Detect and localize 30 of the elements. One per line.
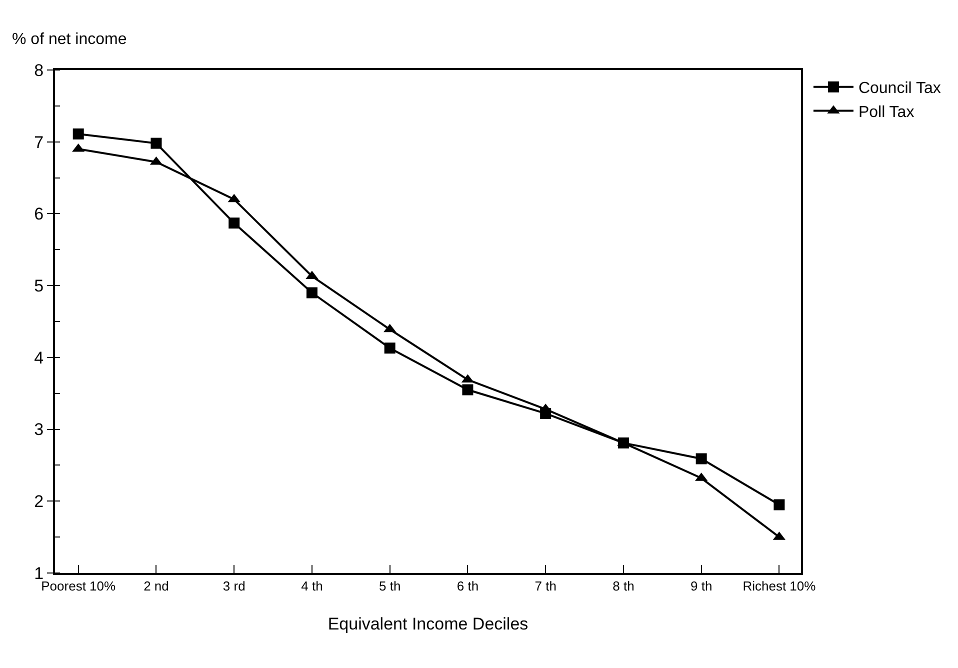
y-tick-label: 3 [34, 420, 44, 440]
y-tick-label: 8 [34, 60, 44, 80]
legend-label: Poll Tax [858, 104, 914, 121]
point [774, 499, 785, 510]
x-tick-label: 3 rd [222, 578, 246, 594]
point [462, 384, 474, 396]
point [150, 138, 162, 149]
x-tick-label: 6 th [456, 578, 479, 594]
x-tick-label: 8 th [612, 578, 634, 594]
legend-label: Council Tax [858, 80, 941, 98]
y-axis-title: % of net income [12, 31, 127, 48]
point [72, 128, 84, 140]
y-tick-label: 4 [34, 348, 44, 368]
point [384, 342, 396, 354]
x-tick-label: 4 th [301, 578, 323, 594]
x-tick-label: Richest 10% [742, 578, 816, 594]
y-tick-label: 7 [34, 132, 44, 152]
x-axis-title: Equivalent Income Deciles [328, 614, 528, 634]
x-tick-label: 5 th [378, 578, 401, 594]
point [228, 218, 240, 229]
x-tick-label: Poorest 10% [41, 578, 116, 594]
y-tick-label: 1 [34, 564, 44, 583]
y-tick-label: 6 [34, 204, 44, 224]
point [306, 287, 318, 298]
point [696, 453, 707, 464]
x-tick-label: 7 th [534, 578, 556, 594]
y-tick-label: 2 [34, 492, 44, 512]
x-tick-label: 2 nd [144, 578, 169, 594]
x-tick-label: 9 th [690, 578, 712, 594]
y-tick-label: 5 [34, 276, 44, 296]
